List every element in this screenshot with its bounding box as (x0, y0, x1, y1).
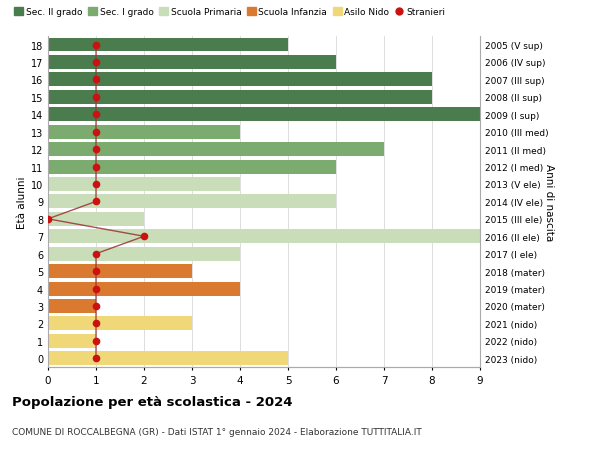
Bar (48, 90, 432, 105)
Legend: Sec. II grado, Sec. I grado, Scuola Primaria, Scuola Infanzia, Asilo Nido, Stran: Sec. II grado, Sec. I grado, Scuola Prim… (11, 5, 449, 21)
Bar (48, 160, 336, 174)
Bar (48, 352, 288, 365)
Bar (48, 56, 336, 70)
Bar (48, 264, 192, 279)
Bar (48, 247, 240, 261)
Bar (48, 299, 96, 313)
Text: Popolazione per età scolastica - 2024: Popolazione per età scolastica - 2024 (12, 395, 293, 408)
Bar (48, 39, 288, 52)
Text: COMUNE DI ROCCALBEGNA (GR) - Dati ISTAT 1° gennaio 2024 - Elaborazione TUTTITALI: COMUNE DI ROCCALBEGNA (GR) - Dati ISTAT … (12, 427, 422, 436)
Bar (48, 195, 336, 209)
Bar (48, 317, 192, 330)
Bar (48, 125, 240, 140)
Bar (48, 282, 240, 296)
Bar (48, 143, 384, 157)
Bar (48, 334, 96, 348)
Y-axis label: Età alunni: Età alunni (17, 176, 26, 228)
Y-axis label: Anni di nascita: Anni di nascita (544, 163, 554, 241)
Bar (48, 108, 480, 122)
Bar (48, 178, 240, 191)
Bar (48, 230, 480, 244)
Bar (48, 213, 144, 226)
Bar (48, 73, 432, 87)
